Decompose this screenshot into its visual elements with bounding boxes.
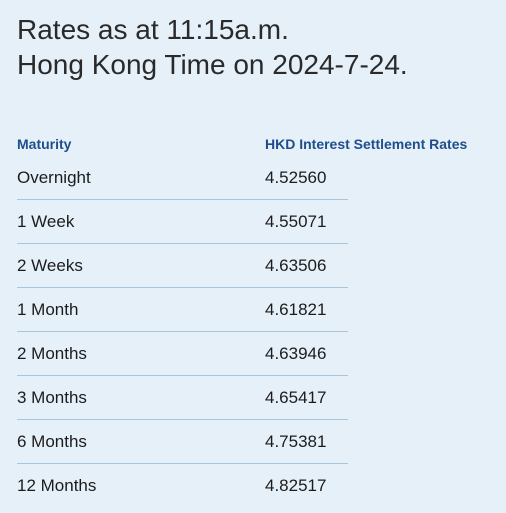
title-line-1: Rates as at 11:15a.m.: [17, 14, 289, 45]
table-row: 12 Months 4.82517: [17, 464, 506, 508]
column-header-maturity: Maturity: [17, 136, 72, 152]
rate-cell: 4.61821: [265, 300, 327, 319]
table-row: 2 Months 4.63946: [17, 332, 506, 376]
row-divider: [17, 375, 348, 376]
row-divider: [17, 199, 348, 200]
maturity-cell: 2 Months: [17, 344, 87, 363]
maturity-cell: 12 Months: [17, 476, 97, 495]
table-row: Overnight 4.52560: [17, 156, 506, 200]
table-row: 1 Month 4.61821: [17, 288, 506, 332]
column-header-rate: HKD Interest Settlement Rates: [265, 136, 468, 152]
maturity-cell: 2 Weeks: [17, 256, 83, 275]
table-header: Maturity HKD Interest Settlement Rates: [17, 134, 506, 156]
rate-cell: 4.75381: [265, 432, 327, 451]
table-row: 6 Months 4.75381: [17, 420, 506, 464]
rates-table: Maturity HKD Interest Settlement Rates O…: [17, 134, 506, 495]
table-row: 2 Weeks 4.63506: [17, 244, 506, 288]
maturity-cell: Overnight: [17, 168, 91, 187]
table-row: 3 Months 4.65417: [17, 376, 506, 420]
row-divider: [17, 243, 348, 244]
title-line-2: Hong Kong Time on 2024-7-24.: [17, 49, 408, 80]
rate-cell: 4.55071: [265, 212, 327, 231]
rate-cell: 4.52560: [265, 168, 327, 187]
rate-cell: 4.63946: [265, 344, 327, 363]
maturity-cell: 1 Month: [17, 300, 79, 319]
maturity-cell: 1 Week: [17, 212, 75, 231]
maturity-cell: 6 Months: [17, 432, 87, 451]
row-divider: [17, 287, 348, 288]
maturity-cell: 3 Months: [17, 388, 87, 407]
table-body: Overnight 4.52560 1 Week 4.55071 2 Weeks…: [17, 156, 506, 508]
row-divider: [17, 419, 348, 420]
rate-cell: 4.65417: [265, 388, 327, 407]
rate-cell: 4.63506: [265, 256, 327, 275]
table-row: 1 Week 4.55071: [17, 200, 506, 244]
row-divider: [17, 331, 348, 332]
rate-cell: 4.82517: [265, 476, 327, 495]
page-title: Rates as at 11:15a.m. Hong Kong Time on …: [17, 12, 497, 82]
row-divider: [17, 463, 348, 464]
